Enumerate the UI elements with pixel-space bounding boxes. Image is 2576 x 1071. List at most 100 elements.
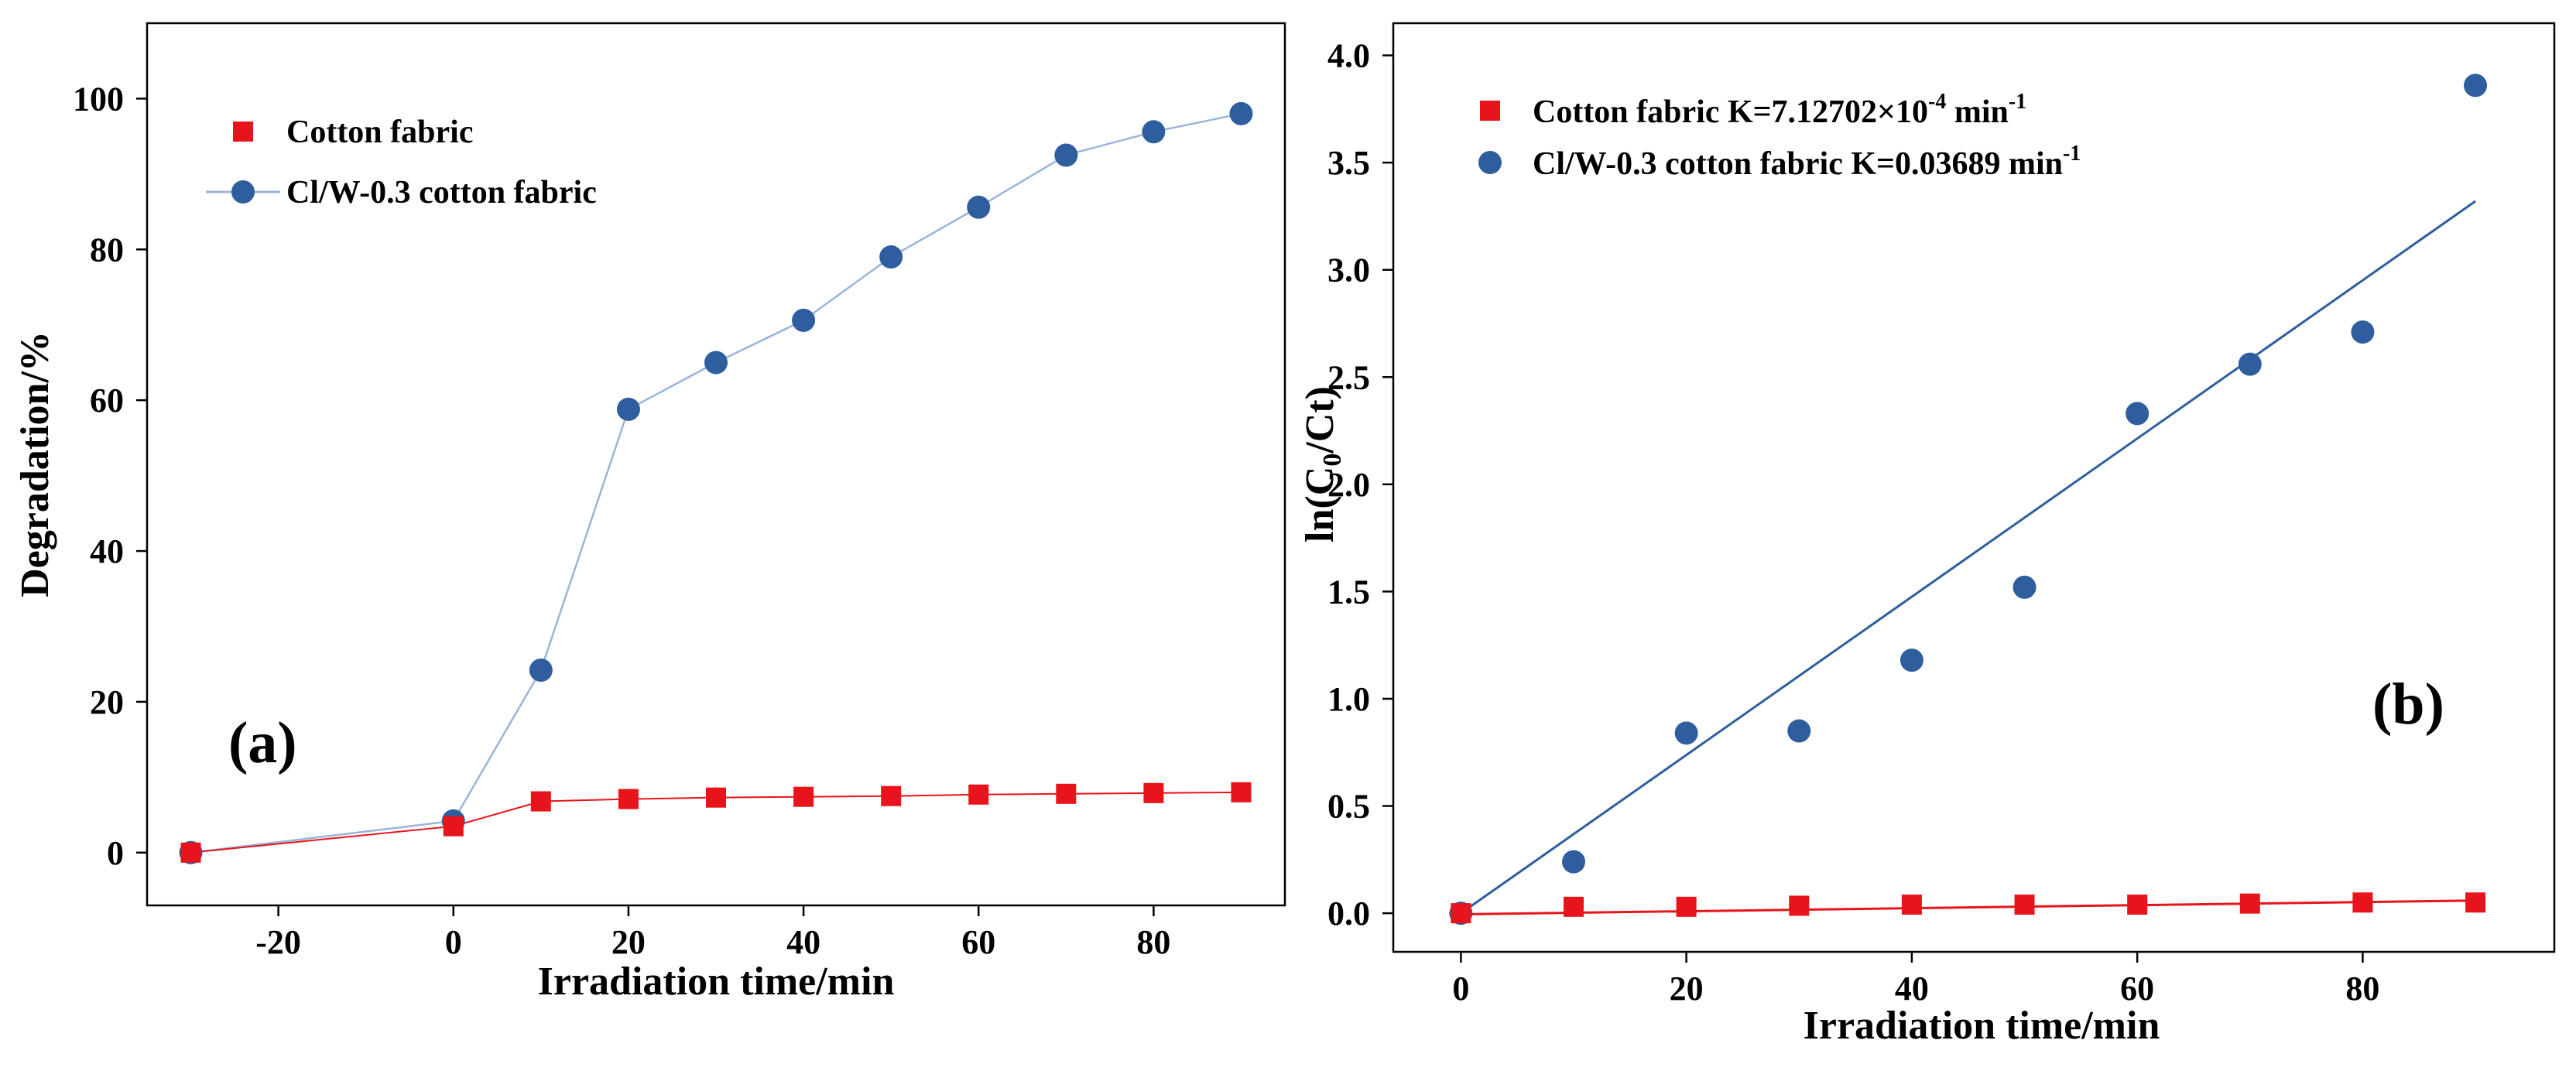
data-point-cotton-fabric xyxy=(1451,903,1471,924)
panel-a-y-axis-title: Degradation/% xyxy=(13,331,57,597)
data-point-clw-cotton-fabric xyxy=(704,351,728,375)
x-tick-label: 0 xyxy=(445,923,462,961)
legend-marker-cotton-fabric-k xyxy=(1480,101,1500,121)
y-title-part: ln(C xyxy=(1298,467,1342,542)
legend-text-part: Cotton fabric K=7.12702×10 xyxy=(1533,94,1928,130)
panel-b-legend: Cotton fabric K=7.12702×10-4 min-1 Cl/W-… xyxy=(1478,90,2081,182)
data-point-cotton-fabric xyxy=(793,786,814,807)
panel-b-data-marks xyxy=(1449,74,2488,926)
y-tick-label: 0.5 xyxy=(1327,788,1370,826)
data-point-clw-cotton-fabric xyxy=(1142,120,1166,144)
data-point-cotton-fabric xyxy=(2465,892,2486,913)
data-point-cotton-fabric xyxy=(1564,896,1584,917)
y-tick-label: 2.0 xyxy=(1327,466,1370,504)
y-tick-label: 3.0 xyxy=(1327,251,1370,289)
y-tick-label: 0.0 xyxy=(1327,895,1370,932)
data-point-cotton-fabric xyxy=(1056,783,1077,804)
x-tick-label: -20 xyxy=(255,923,301,961)
legend-marker-clw-cotton-fabric xyxy=(231,180,255,204)
legend-superscript: -1 xyxy=(2063,142,2081,166)
y-tick-label: 0 xyxy=(107,834,124,872)
data-point-cotton-fabric xyxy=(1143,782,1164,803)
data-point-clw-cotton-fabric xyxy=(792,308,816,332)
x-tick-label: 80 xyxy=(2345,970,2379,1008)
data-point-clw-cotton-fabric xyxy=(1674,721,1698,745)
y-tick-label: 40 xyxy=(90,532,124,570)
legend-marker-clw-cotton-fabric-k xyxy=(1478,151,1502,174)
data-point-clw-cotton-fabric xyxy=(1562,850,1586,874)
legend-label-cotton-fabric-k: Cotton fabric K=7.12702×10-4 min-1 xyxy=(1533,90,2026,130)
x-tick-label: 60 xyxy=(961,923,995,961)
data-point-clw-cotton-fabric xyxy=(1054,143,1078,167)
fit-line-clw-cotton-fabric xyxy=(1460,200,2476,915)
data-point-cotton-fabric xyxy=(1231,782,1252,802)
data-point-clw-cotton-fabric xyxy=(2238,352,2262,376)
legend-superscript: -1 xyxy=(2009,90,2026,114)
data-point-clw-cotton-fabric xyxy=(2126,402,2150,426)
panel-b-y-axis-title: ln(C0/Ct) xyxy=(1298,386,1347,542)
data-point-clw-cotton-fabric xyxy=(2012,575,2036,599)
legend-superscript: -4 xyxy=(1928,90,1946,114)
data-point-clw-cotton-fabric xyxy=(1899,648,1923,672)
y-title-part: /Ct) xyxy=(1298,386,1342,454)
y-tick-label: 80 xyxy=(90,231,124,269)
panel-b-plot-frame xyxy=(1392,22,2556,953)
x-tick-label: 40 xyxy=(1895,970,1929,1008)
y-tick-label: 1.5 xyxy=(1327,573,1370,611)
x-tick-label: 80 xyxy=(1136,923,1170,961)
data-point-cotton-fabric xyxy=(1789,895,1810,916)
legend-label-clw-cotton-fabric: Cl/W-0.3 cotton fabric xyxy=(286,175,597,210)
y-tick-label: 1.0 xyxy=(1327,680,1370,718)
panel-a-plot-frame xyxy=(146,22,1286,907)
series-line-clw-cotton-fabric xyxy=(190,112,1242,854)
fit-line-cotton-fabric xyxy=(1461,899,2476,916)
x-tick-label: 40 xyxy=(786,923,820,961)
y-tick-label: 4.0 xyxy=(1327,37,1370,75)
data-point-cotton-fabric xyxy=(968,784,989,805)
y-title-subscript: 0 xyxy=(1318,453,1347,467)
panel-a-x-axis-title: Irradiation time/min xyxy=(538,960,895,1004)
legend-text-part: min xyxy=(1946,94,2009,130)
data-point-clw-cotton-fabric xyxy=(2464,74,2488,98)
data-point-cotton-fabric xyxy=(180,842,201,863)
y-tick-label: 60 xyxy=(90,382,124,419)
panel-a-degradation-chart: -20 0 20 40 60 80 0 20 40 60 80 100 Cotton fabric C… xyxy=(13,22,1286,1004)
y-tick-label: 2.5 xyxy=(1327,358,1370,396)
data-point-cotton-fabric xyxy=(1676,896,1697,917)
panel-b-label: (b) xyxy=(2372,672,2444,737)
data-point-clw-cotton-fabric xyxy=(1787,719,1811,743)
data-point-clw-cotton-fabric xyxy=(967,195,991,219)
x-tick-label: 20 xyxy=(611,923,646,961)
data-point-cotton-fabric xyxy=(443,816,464,837)
panel-a-legend: Cotton fabric Cl/W-0.3 cotton fabric xyxy=(206,115,597,210)
legend-text-part: Cl/W-0.3 cotton fabric K=0.03689 min xyxy=(1533,146,2063,182)
data-point-cotton-fabric xyxy=(881,785,902,806)
x-tick-label: 20 xyxy=(1670,970,1704,1008)
panel-b-ticks: 0 20 40 60 80 0.0 0.5 1.0 1.5 2.0 2.5 3.0 3.5 4.0 xyxy=(1327,37,2379,1008)
legend-marker-cotton-fabric xyxy=(233,121,253,142)
panel-b-x-axis-title: Irradiation time/min xyxy=(1804,1004,2160,1048)
y-tick-label: 20 xyxy=(90,683,124,721)
data-point-cotton-fabric xyxy=(618,789,639,809)
data-point-cotton-fabric xyxy=(530,791,551,812)
panel-a-data-marks xyxy=(179,101,1253,864)
legend-label-clw-cotton-fabric-k: Cl/W-0.3 cotton fabric K=0.03689 min-1 xyxy=(1533,142,2081,182)
y-tick-label: 3.5 xyxy=(1327,144,1370,182)
panel-a-ticks: -20 0 20 40 60 80 0 20 40 60 80 100 xyxy=(73,80,1170,961)
data-point-clw-cotton-fabric xyxy=(2351,320,2375,344)
data-point-cotton-fabric xyxy=(2014,895,2035,915)
data-point-clw-cotton-fabric xyxy=(529,659,553,682)
data-point-clw-cotton-fabric xyxy=(616,397,640,421)
panel-a-label: (a) xyxy=(228,710,297,775)
data-point-cotton-fabric xyxy=(2239,893,2260,914)
data-point-cotton-fabric xyxy=(1901,895,1922,915)
data-point-clw-cotton-fabric xyxy=(879,245,903,269)
data-point-cotton-fabric xyxy=(706,787,726,808)
y-tick-label: 100 xyxy=(73,80,124,118)
data-point-cotton-fabric xyxy=(2352,892,2373,913)
x-tick-label: 0 xyxy=(1452,970,1469,1008)
panel-b-fit-lines xyxy=(1460,200,2476,916)
x-tick-label: 60 xyxy=(2120,970,2154,1008)
data-point-cotton-fabric xyxy=(2127,895,2148,915)
